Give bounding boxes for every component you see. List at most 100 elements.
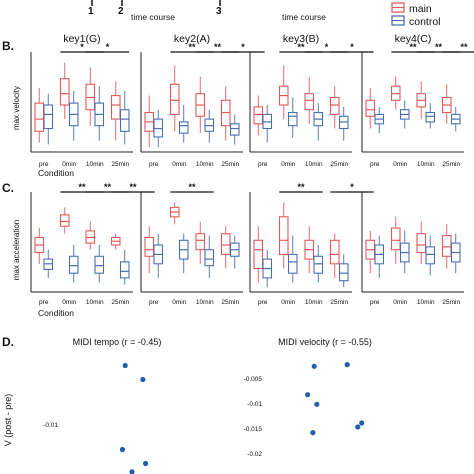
main-box [220,233,231,255]
x-tick-label: 0min [62,299,76,306]
header-tick-label: 3 [216,6,222,17]
main-box [110,95,121,120]
main-box [59,78,70,106]
scatter-point [314,401,320,407]
x-tick-label: 25min [330,299,348,306]
significance-marker: ** [188,182,196,192]
main-box [195,233,206,251]
boxplot-panel: pre 0min 10min 25min ** ** ** [30,182,155,306]
significance-marker: ** [188,42,196,52]
main-box [329,239,340,265]
control-box [338,263,349,282]
significance-marker: ** [297,42,305,52]
x-tick-label: pre [258,161,268,168]
control-box [178,121,189,134]
main-box [329,96,340,115]
x-tick-label: 25min [442,161,460,168]
velocity-ytick-label: -0.02 [247,451,262,458]
boxplot-panel: key4(C) pre 0min 10min 25min ** ** ** [361,33,474,168]
control-box [119,109,130,132]
tempo-ytick-label: -0.01 [43,422,58,429]
main-box [278,216,289,255]
significance-marker: ** [104,182,112,192]
scatter-title-velocity: MIDI velocity (r = -0.55) [278,337,372,347]
main-box [441,235,452,257]
control-box [425,111,436,123]
scatter-point [311,363,317,369]
x-tick-label: pre [370,299,380,306]
scatter-point [119,446,126,453]
c-ylabel: max acceleration [12,220,21,280]
control-box [68,255,79,274]
x-tick-label: 10min [417,161,435,168]
boxplot-panel: key2(A)pre 0min 10min 25min** ** * [140,33,265,168]
scatter-point [359,420,365,426]
control-box [287,253,298,274]
c-xlabel: Condition [38,308,74,318]
x-tick-label: 0min [393,299,407,306]
scatter-point [344,362,350,368]
subplot-title: key1(G) [63,33,100,45]
scatter-title-tempo: MIDI tempo (r = -0.45) [73,337,162,347]
time-course-label: time course [131,12,175,22]
scatter-point [140,376,146,383]
x-tick-label: 10min [86,161,104,168]
main-box [144,236,155,257]
x-tick-label: 0min [62,161,76,168]
b-ylabel: max velocity [12,86,21,130]
x-tick-label: 0min [172,299,186,306]
scatter-point [122,362,128,369]
subplot-title: key2(A) [174,33,210,45]
scatter-point [129,469,135,474]
x-tick-label: 25min [442,299,460,306]
x-tick-label: 10min [86,299,104,306]
significance-marker: ** [214,42,222,52]
main-box [34,102,45,132]
legend-label-control: control [409,16,441,28]
x-tick-label: pre [39,299,49,306]
header-tick-label: 2 [118,6,124,17]
boxplot-panel: pre 0min 10min 25min** * [249,182,374,306]
scatter-point [310,430,316,436]
main-box [365,99,376,117]
panel-label-d: D. [2,335,14,349]
x-tick-label: 10min [305,299,323,306]
velocity-ytick-label: -0.01 [247,401,262,408]
x-tick-label: pre [149,161,159,168]
x-tick-label: 10min [196,161,214,168]
significance-marker: * [350,42,354,52]
scatter-point [143,460,149,467]
x-tick-label: pre [258,299,268,306]
x-tick-label: 10min [417,299,435,306]
panel-label-b: B. [2,39,14,53]
subplot-title: key3(B) [283,33,319,45]
header-tick-label: 1 [88,6,94,17]
scatter-point [305,392,311,398]
x-tick-label: 25min [330,161,348,168]
time-course-label: time course [282,12,326,22]
legend-label-main: main [409,3,432,15]
significance-marker: ** [460,42,468,52]
main-box [253,106,264,125]
scatter-point [355,424,361,430]
d-ylabel: V (post - pre) [3,394,13,447]
control-box [287,111,298,127]
boxplot-area: key1(G)pre 0min 10min 25min* *key2(A)pre 0min… [30,33,474,306]
boxplot-panel: key1(G) pre 0min 10min 25min * * [30,33,133,168]
main-box [304,93,315,111]
control-box [43,104,54,130]
significance-marker: * [80,42,84,52]
boxplot-panel: pre 0min 10min 25min ** [140,182,243,306]
x-tick-label: 25min [221,161,239,168]
significance-marker: * [106,42,110,52]
significance-marker: * [241,42,245,52]
x-tick-label: 0min [172,161,186,168]
header-ticks: 1 2 3 time course time course [88,0,326,22]
control-box [204,249,215,267]
subplot-title: key4(C) [395,33,432,45]
x-tick-label: 25min [111,161,129,168]
x-tick-label: 25min [111,299,129,306]
panel-label-c: C. [2,181,14,195]
boxplot-panel: key3(B)pre 0min 10min 25min** * * [249,33,374,168]
velocity-ytick-label: -0.015 [244,426,263,433]
